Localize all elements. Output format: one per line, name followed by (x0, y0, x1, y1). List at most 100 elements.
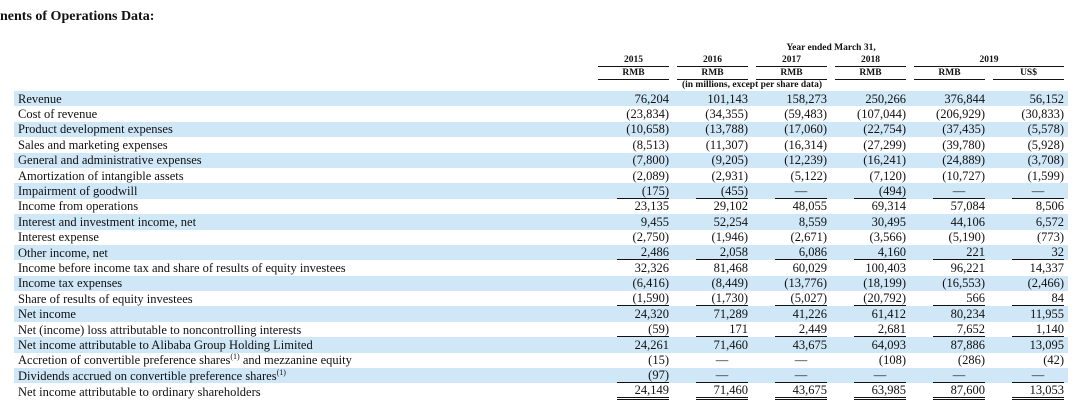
row-value: 101,143 (673, 91, 752, 107)
row-value: 48,055 (792, 199, 827, 214)
row-value: — (831, 368, 910, 384)
row-label: Net income (14, 306, 594, 322)
row-value: (455) (673, 183, 752, 199)
currency-usd-2019: US$ (993, 68, 1065, 80)
row-value: 8,559 (752, 214, 831, 230)
year-2017: 2017 (756, 55, 827, 67)
row-value: 87,600 (910, 383, 989, 401)
currency-rmb-2018: RMB (835, 68, 906, 80)
row-label: Amortization of intangible assets (18, 168, 184, 183)
currency-rmb-2016: RMB (677, 68, 748, 80)
table-row: Net income attributable to ordinary shar… (14, 383, 1068, 401)
row-value: 60,029 (792, 260, 827, 275)
row-value: 13,095 (989, 337, 1069, 353)
row-value: 80,234 (910, 306, 989, 322)
row-label: Income tax expenses (14, 275, 594, 292)
table-body: Revenue 76,204 101,143 158,273 250,266 376,84… (14, 91, 1069, 401)
row-label: Net income attributable to ordinary shar… (18, 384, 261, 399)
table-row: Share of results of equity investees (1,5… (14, 291, 1068, 307)
row-value: (17,060) (752, 121, 831, 138)
row-value: 44,106 (910, 214, 989, 230)
table-row: Income tax expenses (6,416) (8,449) (13,776… (14, 275, 1069, 292)
row-value: (286) (957, 353, 985, 368)
row-value: (5,578) (989, 121, 1069, 138)
row-value: 1,140 (989, 322, 1068, 338)
row-value: 52,254 (673, 214, 752, 230)
row-value: — (989, 183, 1069, 199)
row-value: (59,483) (784, 107, 827, 122)
table-row: Amortization of intangible assets (2,089)… (14, 168, 1068, 183)
row-value: (10,727) (942, 168, 985, 183)
row-value: (27,299) (863, 137, 906, 152)
row-value: (13,776) (752, 275, 831, 292)
row-value: 9,455 (594, 214, 673, 230)
row-value: 2,486 (594, 244, 673, 261)
table-row: Net income attributable to Alibaba Group… (14, 337, 1069, 353)
row-value: (5,122) (790, 168, 827, 183)
row-value: 171 (673, 322, 752, 338)
row-value: 30,495 (831, 214, 910, 230)
row-value: 96,221 (950, 260, 985, 275)
row-value: 221 (910, 244, 989, 261)
row-value: 13,053 (989, 383, 1068, 401)
row-label: Revenue (14, 91, 594, 107)
table-row: Dividends accrued on convertible prefere… (14, 367, 1069, 384)
row-label: Income before income tax and share of re… (18, 260, 346, 275)
row-value: 43,675 (752, 337, 831, 353)
row-value: — (794, 353, 808, 368)
row-value: 24,320 (594, 306, 673, 322)
row-value: (3,708) (989, 152, 1069, 168)
currency-rmb-2017: RMB (756, 68, 827, 80)
row-value: 14,337 (1029, 260, 1065, 275)
row-value: 87,886 (910, 337, 989, 353)
row-value: (39,780) (942, 137, 985, 152)
table-row: Cost of revenue (23,834) (34,355) (59,483) (… (14, 106, 1068, 121)
row-value: 84 (989, 291, 1068, 307)
row-value: (13,788) (673, 121, 752, 138)
row-label: Sales and marketing expenses (18, 137, 168, 152)
row-value: 71,460 (673, 337, 752, 353)
table-row: General and administrative expenses (7,80… (14, 152, 1069, 168)
row-value: 32,326 (634, 260, 669, 275)
period-title: Year ended March 31, (786, 43, 876, 53)
row-value: (1,730) (673, 291, 752, 307)
row-value: — (752, 183, 831, 199)
row-value: (97) (594, 368, 673, 384)
row-value: 81,468 (713, 260, 748, 275)
row-value: (5,027) (752, 291, 831, 307)
row-value: (2,931) (711, 168, 748, 183)
currency-rmb-2015: RMB (598, 68, 669, 80)
row-value: 23,135 (634, 199, 669, 214)
row-label: Net income attributable to Alibaba Group… (14, 337, 594, 353)
row-value: 2,681 (831, 322, 910, 338)
year-2016: 2016 (677, 55, 748, 67)
row-value: 24,261 (594, 337, 673, 353)
row-value: (30,833) (1021, 107, 1065, 122)
row-value: (20,792) (831, 291, 910, 307)
row-value: (8,449) (673, 275, 752, 292)
row-value: (16,553) (910, 275, 989, 292)
row-label: General and administrative expenses (14, 152, 594, 168)
operations-data-table: Year ended March 31, 2015 2016 2017 2018… (14, 42, 1069, 401)
row-label: Interest expense (18, 230, 99, 245)
table-row: Revenue 76,204 101,143 158,273 250,266 376,84… (14, 91, 1069, 107)
row-value: 69,314 (871, 199, 906, 214)
table-row: Net income 24,320 71,289 41,226 61,412 80,234… (14, 306, 1069, 322)
row-value: 32 (989, 244, 1069, 261)
row-label: Net (income) loss attributable to noncon… (18, 322, 302, 337)
footnote-marker: (1) (276, 367, 286, 377)
row-label: Other income, net (14, 244, 594, 261)
row-value: 41,226 (752, 306, 831, 322)
row-value: (5,928) (1027, 137, 1065, 152)
table-row: Interest expense (2,750) (1,946) (2,671) (3,… (14, 230, 1068, 245)
table-row: Product development expenses (10,658) (13,… (14, 121, 1069, 138)
row-value: 43,675 (752, 383, 831, 401)
table-row: Income from operations 23,135 29,102 48,055… (14, 199, 1068, 214)
row-value: (2,671) (790, 230, 827, 245)
row-value: (59) (594, 322, 673, 338)
year-2019: 2019 (914, 55, 1065, 67)
row-value: (22,754) (831, 121, 910, 138)
row-value: (175) (594, 183, 673, 199)
row-value: — (673, 368, 752, 384)
row-label: Share of results of equity investees (18, 291, 193, 306)
